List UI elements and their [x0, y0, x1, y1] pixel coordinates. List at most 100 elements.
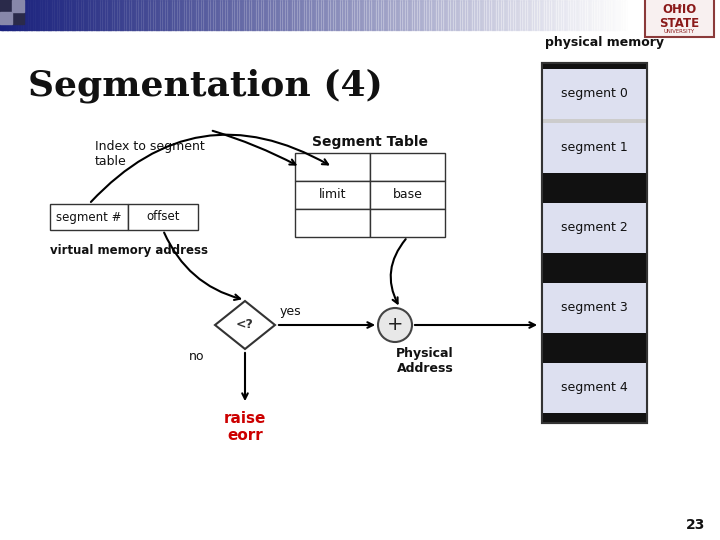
Bar	[549, 0, 552, 30]
Bar	[389, 0, 392, 30]
Bar	[130, 0, 132, 30]
Text: segment 0: segment 0	[561, 87, 628, 100]
Text: OHIO
STATE: OHIO STATE	[660, 3, 700, 30]
Bar	[115, 0, 118, 30]
Bar	[55, 0, 58, 30]
Bar	[103, 0, 106, 30]
Bar	[542, 123, 647, 173]
Bar	[374, 0, 377, 30]
Bar	[161, 0, 163, 30]
Circle shape	[378, 308, 412, 342]
Bar	[257, 0, 260, 30]
Text: Segmentation (4): Segmentation (4)	[28, 68, 383, 103]
Bar	[106, 0, 109, 30]
Bar	[322, 0, 325, 30]
Bar	[235, 0, 238, 30]
Bar	[99, 0, 102, 30]
Bar	[310, 0, 312, 30]
Bar	[495, 0, 498, 30]
Bar	[48, 0, 51, 30]
Bar	[302, 0, 305, 30]
Bar	[173, 0, 176, 30]
Bar	[598, 0, 600, 30]
Bar	[463, 0, 466, 30]
Bar	[110, 0, 113, 30]
Bar	[171, 0, 174, 30]
Bar	[252, 0, 255, 30]
Bar	[542, 63, 647, 69]
Bar	[36, 0, 39, 30]
Bar	[492, 0, 495, 30]
Text: Segment Table: Segment Table	[312, 135, 428, 149]
Bar	[182, 0, 185, 30]
Bar	[331, 0, 334, 30]
Bar	[531, 0, 534, 30]
Bar	[456, 0, 459, 30]
Bar	[74, 0, 77, 30]
Bar	[67, 0, 70, 30]
Bar	[283, 0, 286, 30]
Bar	[698, 0, 701, 30]
Bar	[86, 0, 89, 30]
Bar	[180, 0, 183, 30]
Bar	[245, 0, 248, 30]
Bar	[326, 0, 329, 30]
Bar	[542, 253, 647, 283]
Bar	[655, 0, 658, 30]
Text: Index to segment
table: Index to segment table	[95, 140, 204, 168]
Bar	[300, 0, 303, 30]
Bar	[336, 0, 339, 30]
Bar	[274, 0, 276, 30]
Bar	[50, 0, 53, 30]
Bar	[197, 0, 199, 30]
Bar	[607, 0, 610, 30]
Bar	[60, 0, 63, 30]
Bar	[125, 0, 127, 30]
Bar	[513, 0, 516, 30]
Bar	[542, 283, 647, 333]
Bar	[317, 0, 320, 30]
Text: UNIVERSITY: UNIVERSITY	[664, 29, 695, 34]
Bar	[290, 0, 293, 30]
Bar	[137, 0, 140, 30]
Bar	[686, 0, 689, 30]
Bar	[657, 0, 660, 30]
Bar	[523, 0, 526, 30]
Text: segment 3: segment 3	[561, 301, 628, 314]
Bar	[511, 0, 514, 30]
Bar	[132, 0, 135, 30]
Bar	[365, 0, 368, 30]
Bar	[94, 0, 96, 30]
Bar	[77, 0, 80, 30]
Bar	[108, 0, 111, 30]
Bar	[58, 0, 60, 30]
Bar	[398, 0, 401, 30]
Bar	[2, 0, 5, 30]
Bar	[127, 0, 130, 30]
Text: segment 4: segment 4	[561, 381, 628, 395]
Bar	[387, 0, 390, 30]
Bar	[605, 0, 608, 30]
Bar	[22, 0, 24, 30]
Bar	[648, 0, 651, 30]
Text: Physical
Address: Physical Address	[396, 347, 454, 375]
Bar	[185, 0, 188, 30]
Bar	[211, 0, 214, 30]
Bar	[590, 0, 593, 30]
Bar	[689, 0, 692, 30]
Bar	[281, 0, 284, 30]
Bar	[619, 0, 622, 30]
Bar	[600, 0, 603, 30]
Bar	[624, 0, 627, 30]
Bar	[574, 0, 577, 30]
Bar	[629, 0, 631, 30]
Text: segment 2: segment 2	[561, 221, 628, 234]
Bar	[12, 0, 24, 12]
Bar	[405, 0, 408, 30]
Bar	[559, 0, 562, 30]
Bar	[358, 0, 361, 30]
Bar	[288, 0, 291, 30]
Bar	[643, 0, 646, 30]
Bar	[29, 0, 32, 30]
Bar	[269, 0, 271, 30]
